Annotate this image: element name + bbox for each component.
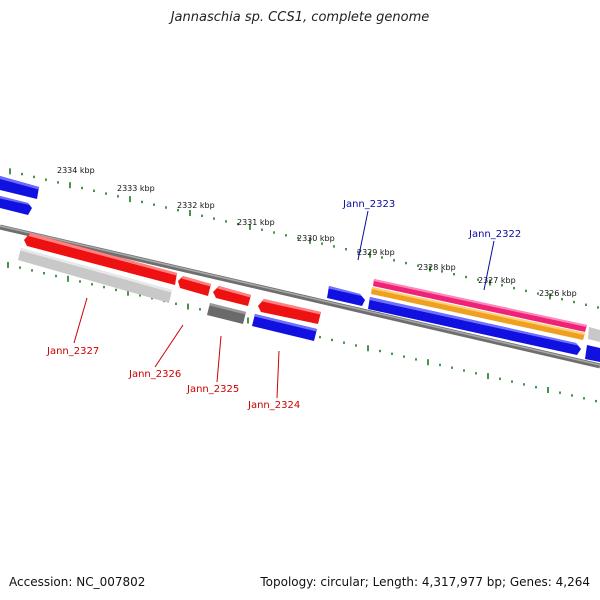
scale-labels: 2334 kbp 2333 kbp 2332 kbp 2331 kbp 2330… [57,166,577,298]
scale-label: 2328 kbp [418,263,456,272]
topology-text: Topology: circular; Length: 4,317,977 bp… [260,575,590,589]
gene-pseudo-partial[interactable] [588,327,600,342]
leader-line [276,350,280,399]
leader-line [73,297,88,344]
scale-label: 2329 kbp [357,248,395,257]
gene-arrow-forward[interactable] [0,176,39,199]
gene-jann-2324[interactable] [258,299,321,324]
gene-jann-2323[interactable] [327,286,365,306]
leader-line [154,324,184,368]
leader-line [483,240,495,291]
scale-label: 2333 kbp [117,184,155,193]
gene-label[interactable]: Jann_2326 [128,369,181,380]
gene-pseudo-dark[interactable] [207,303,246,324]
gene-leader-lines [73,210,495,399]
gene-pseudo[interactable] [18,248,172,303]
leader-line [357,210,369,261]
gene-label[interactable]: Jann_2322 [468,229,521,240]
gene-label[interactable]: Jann_2323 [342,199,395,210]
gene-jann-2327[interactable] [24,233,177,285]
map-title: Jannaschia sp. CCS1, complete genome [170,10,430,25]
scale-label: 2332 kbp [177,201,215,210]
gene-arrow-forward[interactable] [252,314,317,341]
scale-label: 2330 kbp [297,234,335,243]
forward-strand-genes [0,176,600,362]
genome-backbone [0,224,600,369]
gene-label[interactable]: Jann_2324 [247,400,300,411]
gene-arrow-forward[interactable] [0,196,32,215]
tick-track-upper [9,168,599,309]
scale-label: 2327 kbp [478,276,516,285]
reverse-strand-genes [18,233,321,341]
gene-jann-2325[interactable] [213,286,251,306]
gene-jann-2326[interactable] [178,276,211,296]
gene-labels: Jann_2327 Jann_2326 Jann_2325 Jann_2324 … [46,199,521,411]
gene-label[interactable]: Jann_2327 [46,346,99,357]
scale-label: 2331 kbp [237,218,275,227]
scale-label: 2334 kbp [57,166,95,175]
scale-label: 2326 kbp [539,289,577,298]
gene-arrow-forward[interactable] [585,345,600,362]
gene-jann-2322[interactable] [368,297,581,355]
leader-line [216,335,222,383]
accession-text: Accession: NC_007802 [9,575,146,589]
gene-label[interactable]: Jann_2325 [186,384,239,395]
